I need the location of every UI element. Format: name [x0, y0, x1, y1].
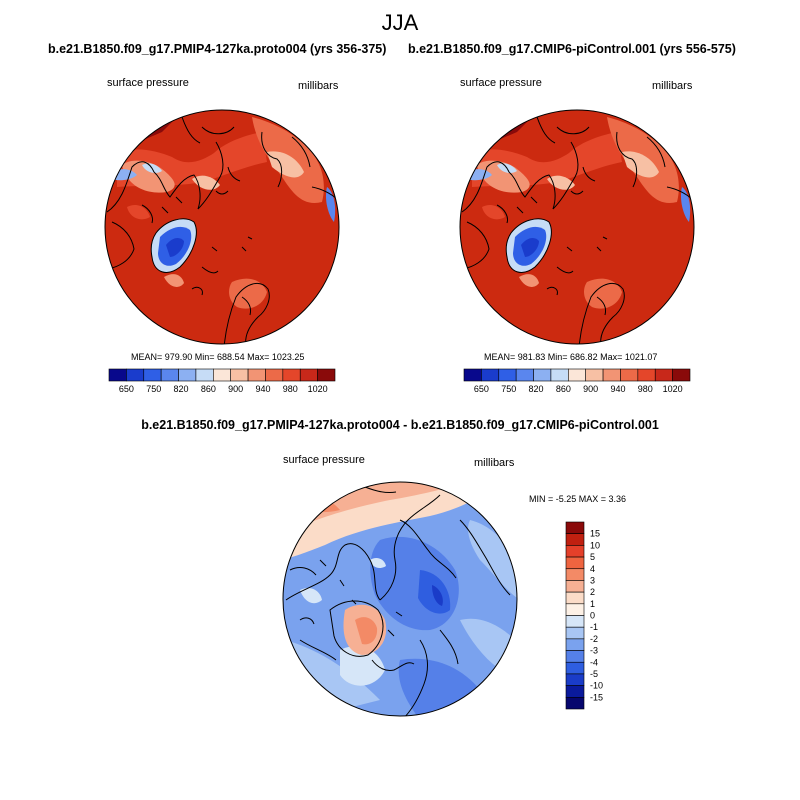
left-colorbar-swatch	[247, 368, 266, 382]
left-colorbar-swatch	[143, 368, 162, 382]
difference-colorbar-swatch	[565, 521, 585, 534]
left-colorbar-swatch	[126, 368, 145, 382]
right-colorbar-swatch	[550, 368, 569, 382]
difference-colorbar-swatch	[565, 545, 585, 558]
right-colorbar-swatch	[481, 368, 500, 382]
diff-panel-units-label: millibars	[474, 457, 515, 469]
right-colorbar-swatch	[672, 368, 691, 382]
difference-colorbar-swatch	[565, 591, 585, 605]
right-colorbar-tick-label: 860	[556, 384, 571, 394]
right-colorbar-swatch	[515, 368, 534, 382]
left-colorbar-swatch	[195, 368, 214, 382]
diff-panel-stats: MIN = -5.25 MAX = 3.36	[529, 494, 627, 504]
difference-colorbar-swatch	[565, 626, 585, 640]
left-colorbar-swatch	[317, 368, 336, 382]
left-colorbar-swatch	[160, 368, 179, 382]
difference-colorbar-swatch	[565, 568, 585, 581]
difference-colorbar-tick-label: 1	[590, 599, 595, 609]
difference-colorbar-tick-label: 4	[590, 564, 595, 574]
right-colorbar-swatch	[637, 368, 656, 382]
left-colorbar-tick-label: 820	[174, 384, 189, 394]
right-panel-units-label: millibars	[652, 80, 693, 92]
left-panel-case-title: b.e21.B1850.f09_g17.PMIP4-127ka.proto004…	[48, 42, 387, 56]
difference-colorbar-swatch	[565, 673, 585, 686]
left-colorbar-swatch	[282, 368, 301, 382]
left-colorbar: 650 750 820 860 900 940 980 1020	[108, 368, 336, 394]
left-panel-variable-label: surface pressure	[107, 77, 189, 89]
right-panel-variable-label: surface pressure	[460, 77, 542, 89]
difference-colorbar-swatch	[565, 603, 585, 616]
page-title: JJA	[381, 10, 419, 35]
difference-colorbar-tick-label: -2	[590, 634, 598, 644]
difference-colorbar-tick-label: -1	[590, 622, 598, 632]
right-colorbar-tick-label: 980	[638, 384, 653, 394]
right-colorbar-swatch	[498, 368, 517, 382]
diff-panel-case-title: b.e21.B1850.f09_g17.PMIP4-127ka.proto004…	[141, 418, 659, 432]
left-colorbar-tick-label: 650	[119, 384, 134, 394]
right-colorbar: 650 750 820 860 900 940 980 1020	[463, 368, 691, 394]
difference-colorbar-tick-label: 2	[590, 587, 595, 597]
difference-colorbar-swatch	[565, 697, 585, 710]
difference-colorbar-tick-label: 0	[590, 611, 595, 621]
left-colorbar-swatch	[213, 368, 231, 382]
right-colorbar-tick-label: 650	[474, 384, 489, 394]
diff-panel-variable-label: surface pressure	[283, 454, 365, 466]
left-colorbar-tick-label: 900	[228, 384, 243, 394]
left-colorbar-tick-label: 980	[283, 384, 298, 394]
left-panel-units-label: millibars	[298, 80, 339, 92]
left-colorbar-tick-label: 940	[255, 384, 270, 394]
right-colorbar-swatch	[568, 368, 586, 382]
left-colorbar-tick-label: 860	[201, 384, 216, 394]
difference-polar-map	[282, 481, 518, 717]
right-colorbar-swatch	[463, 368, 482, 382]
right-colorbar-swatch	[620, 368, 639, 382]
right-colorbar-tick-label: 750	[501, 384, 516, 394]
right-colorbar-swatch	[533, 368, 552, 382]
right-colorbar-tick-label: 900	[583, 384, 598, 394]
right-polar-map	[459, 109, 695, 345]
difference-colorbar-swatch	[565, 650, 585, 663]
difference-colorbar-swatch	[565, 615, 585, 628]
difference-colorbar-tick-label: 10	[590, 540, 600, 550]
left-polar-map	[104, 109, 340, 345]
left-colorbar-swatch	[265, 368, 284, 382]
difference-colorbar-tick-label: -5	[590, 669, 598, 679]
right-colorbar-tick-label: 940	[610, 384, 625, 394]
left-panel-stats: MEAN= 979.90 Min= 688.54 Max= 1023.25	[131, 352, 305, 362]
difference-colorbar-swatch	[565, 556, 585, 570]
difference-colorbar-tick-label: 5	[590, 552, 595, 562]
right-colorbar-swatch	[585, 368, 604, 382]
left-colorbar-swatch	[108, 368, 127, 382]
difference-colorbar-tick-label: 3	[590, 575, 595, 585]
difference-colorbar-swatch	[565, 685, 585, 698]
difference-colorbar-swatch	[565, 638, 585, 651]
right-panel-stats: MEAN= 981.83 Min= 686.82 Max= 1021.07	[484, 352, 658, 362]
left-colorbar-tick-label: 750	[146, 384, 161, 394]
difference-colorbar-tick-label: -3	[590, 646, 598, 656]
left-colorbar-swatch	[230, 368, 249, 382]
left-colorbar-swatch	[178, 368, 197, 382]
right-colorbar-swatch	[602, 368, 621, 382]
left-colorbar-tick-label: 1020	[308, 384, 328, 394]
difference-colorbar-tick-label: -4	[590, 657, 598, 667]
difference-colorbar-swatch	[565, 661, 585, 675]
right-colorbar-swatch	[654, 368, 673, 382]
difference-colorbar-swatch	[565, 533, 585, 546]
right-colorbar-tick-label: 820	[529, 384, 544, 394]
difference-colorbar-swatch	[565, 580, 585, 593]
difference-colorbar-tick-label: -10	[590, 681, 603, 691]
right-colorbar-tick-label: 1020	[663, 384, 683, 394]
right-panel-case-title: b.e21.B1850.f09_g17.CMIP6-piControl.001 …	[408, 42, 736, 56]
difference-colorbar-tick-label: 15	[590, 529, 600, 539]
difference-colorbar-tick-label: -15	[590, 692, 603, 702]
left-colorbar-swatch	[299, 368, 318, 382]
